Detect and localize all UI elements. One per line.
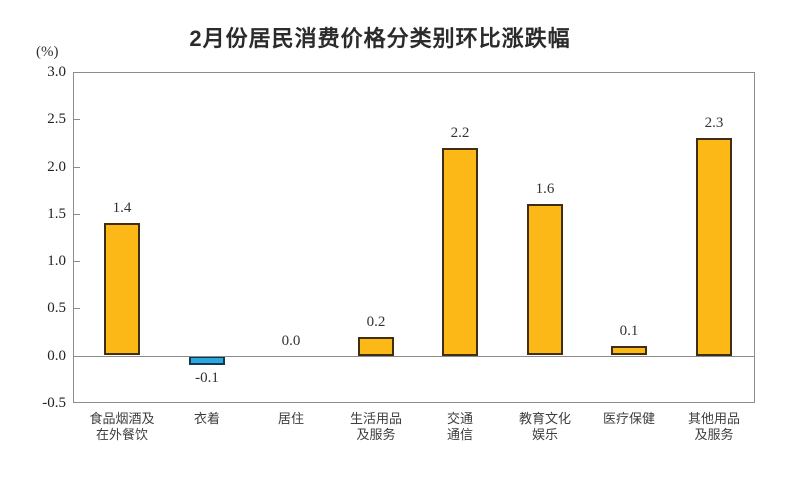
bar-value-label: -0.1 (195, 370, 219, 386)
bar-value-label: 2.3 (704, 115, 724, 131)
bar (527, 204, 563, 355)
chart-title: 2月份居民消费价格分类别环比涨跌幅 (189, 26, 571, 51)
category-label: 食品烟酒及 在外餐饮 (89, 411, 155, 442)
zero-baseline (73, 356, 755, 357)
bar-value-label: 2.2 (450, 125, 470, 141)
bar (611, 346, 647, 355)
y-tick-label: 0.0 (47, 348, 66, 364)
plot-area (73, 72, 755, 403)
y-tick-label: 0.5 (47, 300, 66, 316)
y-tick-label: 1.0 (47, 253, 66, 269)
bar-value-label: 0.0 (281, 333, 301, 349)
y-tick-mark (74, 308, 80, 309)
category-label: 医疗保健 (602, 411, 655, 426)
y-axis-unit-label: (%) (36, 44, 59, 60)
bar (696, 138, 732, 356)
y-tick-label: 1.5 (47, 206, 66, 222)
y-tick-mark (74, 214, 80, 215)
bar-value-label: 1.6 (535, 181, 555, 197)
y-tick-mark (74, 261, 80, 262)
y-tick-label: 3.0 (47, 64, 66, 80)
bar (189, 356, 225, 365)
bar-value-label: 0.1 (619, 323, 639, 339)
y-tick-mark (74, 119, 80, 120)
y-tick-label: -0.5 (42, 395, 66, 411)
category-label: 居住 (277, 411, 304, 426)
category-label: 交通 通信 (446, 411, 473, 442)
bar-value-label: 1.4 (112, 200, 132, 216)
category-label: 衣着 (193, 411, 220, 426)
y-tick-label: 2.0 (47, 159, 66, 175)
bar (104, 223, 140, 355)
y-tick-label: 2.5 (47, 111, 66, 127)
category-label: 教育文化 娱乐 (518, 411, 571, 442)
bar (442, 148, 478, 356)
category-label: 生活用品 及服务 (349, 411, 402, 442)
bar (358, 337, 394, 356)
y-tick-mark (74, 167, 80, 168)
bar-value-label: 0.2 (366, 314, 386, 330)
category-label: 其他用品 及服务 (687, 411, 740, 442)
